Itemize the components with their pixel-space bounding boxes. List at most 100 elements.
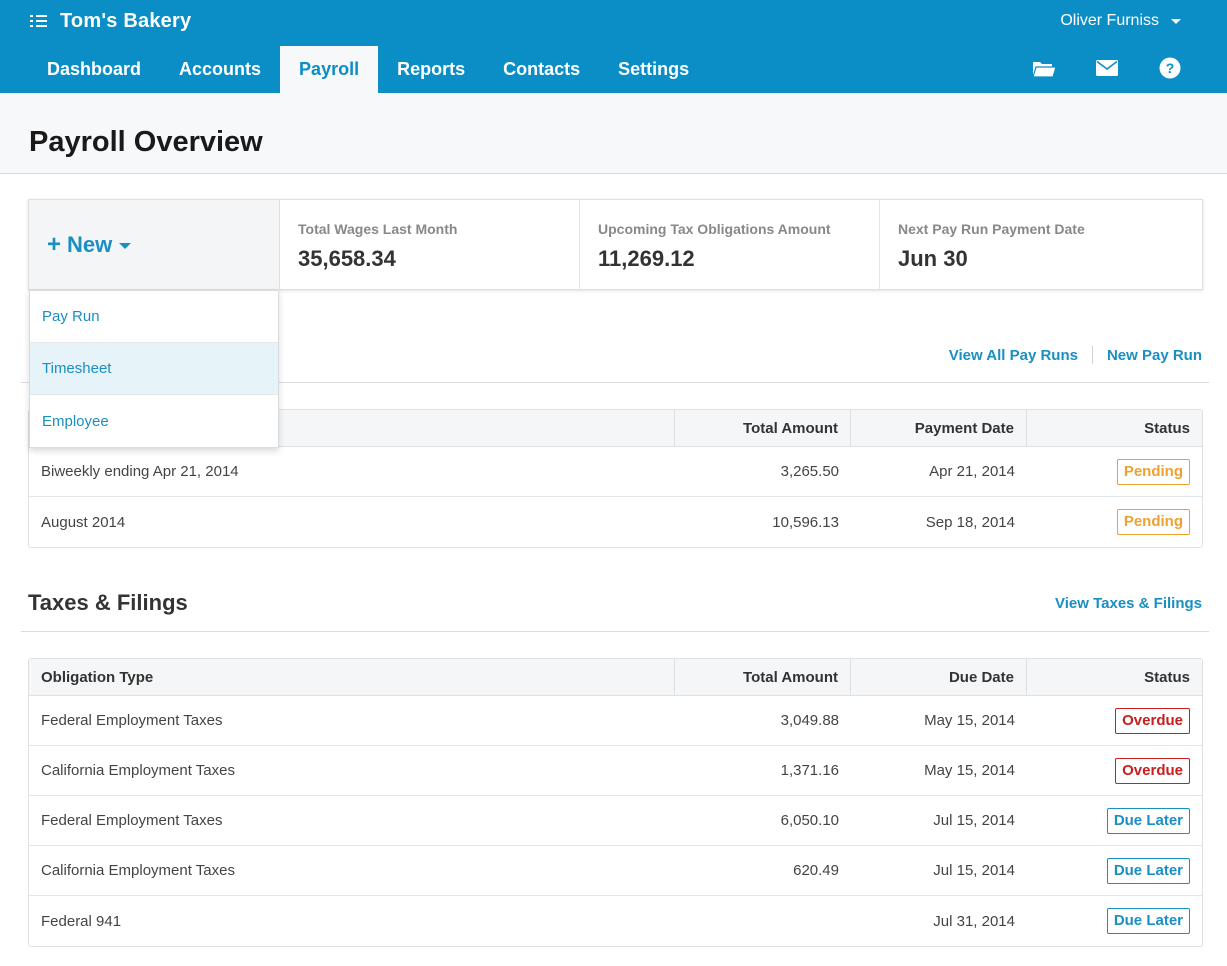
- status-cell: Pending: [1027, 447, 1202, 496]
- top-bar: Tom's Bakery Oliver Furniss Dashboard Ac…: [0, 0, 1227, 93]
- stat-label: Upcoming Tax Obligations Amount: [598, 221, 831, 237]
- tab-contacts[interactable]: Contacts: [503, 59, 581, 79]
- table-row[interactable]: Federal 941 Jul 31, 2014 Due Later: [29, 896, 1202, 946]
- tab-accounts[interactable]: Accounts: [179, 59, 262, 79]
- section-divider: [21, 631, 1209, 632]
- status-cell: Due Later: [1027, 796, 1202, 845]
- payrun-date: Sep 18, 2014: [925, 513, 1015, 531]
- status-badge: Overdue: [1115, 707, 1190, 734]
- taxes-section-title: Taxes & Filings: [28, 590, 188, 615]
- status-cell: Overdue: [1027, 696, 1202, 745]
- obligation-amount: 620.49: [793, 862, 839, 879]
- obligation-amount: 3,049.88: [780, 712, 839, 729]
- taxes-table: Obligation Type Total Amount Due Date St…: [28, 658, 1203, 947]
- obligation-type: Federal Employment Taxes: [41, 712, 223, 729]
- stat-next-pay-run: Next Pay Run Payment Date Jun 30: [880, 200, 1202, 289]
- chevron-down-icon: [119, 243, 132, 249]
- obligation-due-date: May 15, 2014: [924, 712, 1015, 729]
- obligation-due-date: Jul 15, 2014: [933, 862, 1015, 879]
- stat-label: Total Wages Last Month: [298, 221, 458, 237]
- new-pay-run-link[interactable]: New Pay Run: [1106, 346, 1202, 364]
- obligation-amount: [675, 896, 851, 946]
- stat-value: 35,658.34: [298, 246, 396, 271]
- folder-icon[interactable]: [1031, 56, 1057, 80]
- page-header: Payroll Overview: [0, 93, 1227, 174]
- menu-item-pay-run[interactable]: Pay Run: [30, 291, 278, 343]
- column-header-type[interactable]: Obligation Type: [29, 659, 675, 695]
- stat-value: Jun 30: [898, 246, 968, 271]
- taxes-links: View Taxes & Filings: [1055, 595, 1202, 612]
- column-header-amount[interactable]: Total Amount: [675, 659, 851, 695]
- status-cell: Pending: [1027, 497, 1202, 547]
- payrun-links: View All Pay Runs New Pay Run: [949, 346, 1202, 364]
- table-row[interactable]: California Employment Taxes 1,371.16 May…: [29, 746, 1202, 796]
- obligation-due-date: May 15, 2014: [924, 762, 1015, 779]
- stat-value: 11,269.12: [598, 246, 695, 271]
- section-divider: [21, 382, 1209, 383]
- page-title: Payroll Overview: [29, 126, 263, 158]
- obligation-due-date: Jul 15, 2014: [933, 812, 1015, 829]
- tab-payroll[interactable]: Payroll: [280, 46, 379, 93]
- table-row[interactable]: Federal Employment Taxes 3,049.88 May 15…: [29, 696, 1202, 746]
- payrun-date: Apr 21, 2014: [929, 463, 1015, 480]
- mail-icon[interactable]: [1094, 56, 1120, 80]
- obligation-due-date: Jul 31, 2014: [933, 912, 1015, 930]
- obligation-type: Federal Employment Taxes: [41, 812, 223, 829]
- status-cell: Due Later: [1027, 896, 1202, 946]
- top-icons: ?: [994, 56, 1183, 80]
- user-name: Oliver Furniss: [1060, 12, 1159, 29]
- tab-reports[interactable]: Reports: [397, 59, 466, 79]
- column-header-status[interactable]: Status: [1144, 419, 1190, 437]
- menu-item-timesheet[interactable]: Timesheet: [30, 343, 278, 395]
- status-cell: Due Later: [1027, 846, 1202, 895]
- status-badge: Pending: [1116, 509, 1190, 535]
- help-icon[interactable]: ?: [1157, 56, 1183, 80]
- stat-label: Next Pay Run Payment Date: [898, 221, 1085, 237]
- status-badge: Overdue: [1115, 757, 1190, 784]
- table-header: Obligation Type Total Amount Due Date St…: [29, 659, 1202, 696]
- new-label: New: [67, 231, 113, 257]
- user-menu[interactable]: Oliver Furniss: [1060, 12, 1181, 30]
- payrun-amount: 10,596.13: [772, 513, 839, 531]
- column-header-due-date[interactable]: Due Date: [851, 659, 1027, 695]
- stat-total-wages: Total Wages Last Month 35,658.34: [280, 200, 580, 289]
- summary-card: + New Total Wages Last Month 35,658.34 U…: [28, 199, 1203, 290]
- payruns-table: Total Amount Payment Date Status Biweekl…: [28, 409, 1203, 548]
- menu-item-employee[interactable]: Employee: [42, 412, 109, 430]
- payrun-amount: 3,265.50: [780, 463, 839, 480]
- plus-icon: +: [47, 230, 62, 258]
- new-button[interactable]: + New: [29, 200, 280, 289]
- obligation-type: Federal 941: [41, 912, 122, 930]
- view-taxes-filings-link[interactable]: View Taxes & Filings: [1055, 595, 1202, 612]
- menu-icon[interactable]: [30, 14, 48, 28]
- payrun-name: Biweekly ending Apr 21, 2014: [41, 463, 239, 480]
- column-header-name: [29, 410, 675, 446]
- payrun-name: August 2014: [41, 513, 126, 531]
- obligation-amount: 6,050.10: [780, 812, 839, 829]
- status-badge: Due Later: [1106, 908, 1190, 934]
- main-nav: Dashboard Accounts Payroll Reports Conta…: [28, 46, 708, 93]
- status-badge: Due Later: [1106, 857, 1190, 884]
- status-badge: Pending: [1116, 458, 1190, 485]
- link-separator: [1091, 346, 1093, 364]
- status-cell: Overdue: [1027, 746, 1202, 795]
- column-header-date[interactable]: Payment Date: [851, 410, 1027, 446]
- table-row[interactable]: Federal Employment Taxes 6,050.10 Jul 15…: [29, 796, 1202, 846]
- app-name: Tom's Bakery: [60, 9, 192, 32]
- view-all-pay-runs-link[interactable]: View All Pay Runs: [948, 346, 1078, 364]
- table-row[interactable]: Biweekly ending Apr 21, 2014 3,265.50 Ap…: [29, 447, 1202, 497]
- chevron-down-icon: [1171, 18, 1181, 24]
- obligation-amount: 1,371.16: [780, 762, 839, 779]
- obligation-type: California Employment Taxes: [41, 762, 235, 779]
- brand[interactable]: Tom's Bakery: [30, 8, 191, 34]
- tab-settings[interactable]: Settings: [618, 59, 690, 79]
- stat-tax-obligations: Upcoming Tax Obligations Amount 11,269.1…: [580, 200, 880, 289]
- column-header-amount[interactable]: Total Amount: [675, 410, 851, 446]
- column-header-status[interactable]: Status: [1144, 668, 1190, 686]
- status-badge: Due Later: [1106, 807, 1190, 834]
- table-row[interactable]: August 2014 10,596.13 Sep 18, 2014 Pendi…: [29, 497, 1202, 547]
- tab-dashboard[interactable]: Dashboard: [47, 59, 142, 79]
- svg-text:?: ?: [1166, 60, 1175, 76]
- table-row[interactable]: California Employment Taxes 620.49 Jul 1…: [29, 846, 1202, 896]
- obligation-type: California Employment Taxes: [41, 862, 235, 879]
